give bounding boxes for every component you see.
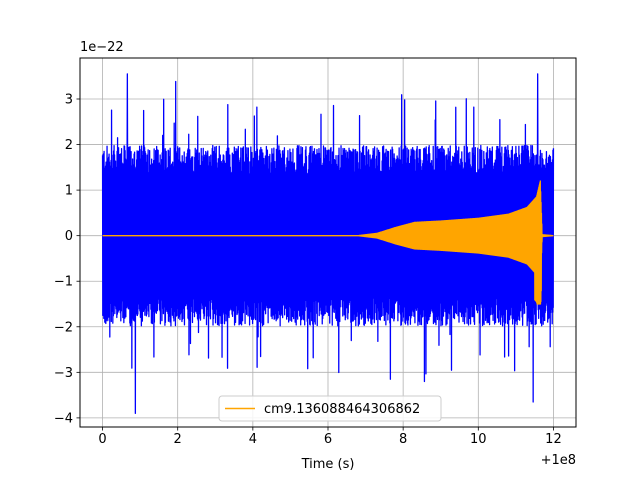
x-tick-label: 10 bbox=[470, 432, 487, 447]
series-chirp-line bbox=[102, 180, 554, 305]
y-tick-label: 2 bbox=[65, 138, 73, 153]
y-tick-label: −1 bbox=[54, 275, 73, 290]
x-tick-label: 12 bbox=[545, 432, 562, 447]
legend-box bbox=[218, 395, 442, 422]
y-tick-label: −3 bbox=[54, 366, 73, 381]
y-tick-label: −4 bbox=[54, 411, 73, 426]
legend: cm9.136088464306862 bbox=[218, 395, 442, 422]
x-tick-label: 8 bbox=[399, 432, 407, 447]
x-tick-label: 4 bbox=[249, 432, 257, 447]
y-tick-label: −2 bbox=[54, 320, 73, 335]
y-scale-label: 1e−22 bbox=[80, 40, 124, 55]
x-axis-label: Time (s) bbox=[301, 457, 355, 472]
y-tick-label: 3 bbox=[65, 93, 73, 108]
y-tick-label: 0 bbox=[65, 229, 73, 244]
y-tick-label: 1 bbox=[65, 184, 73, 199]
series-noise-line bbox=[101, 73, 555, 414]
legend-label-chirp: cm9.136088464306862 bbox=[264, 402, 420, 417]
x-tick-label: 0 bbox=[98, 432, 106, 447]
x-tick-label: 2 bbox=[174, 432, 182, 447]
x-tick-label: 6 bbox=[324, 432, 332, 447]
series-layer bbox=[101, 73, 555, 414]
x-offset-label: +1e8 bbox=[541, 453, 576, 468]
